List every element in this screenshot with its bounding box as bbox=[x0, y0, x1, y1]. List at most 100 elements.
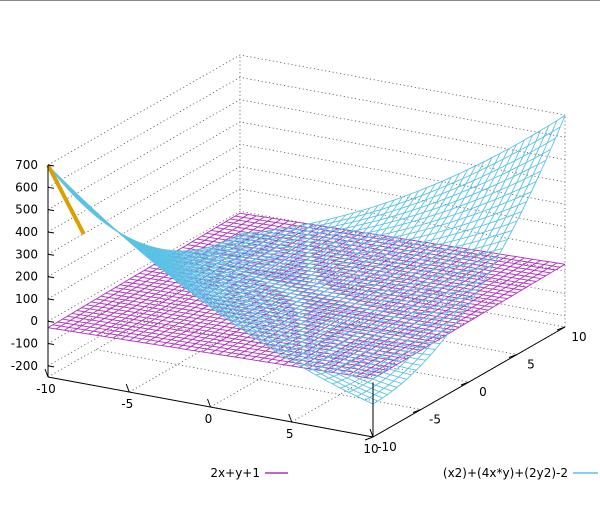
quadratic-mesh-line bbox=[235, 126, 561, 238]
quadratic-mesh-line bbox=[230, 138, 556, 240]
quadratic-mesh-line bbox=[226, 190, 420, 323]
quadratic-mesh-line bbox=[225, 149, 551, 242]
z-tick bbox=[47, 164, 55, 167]
y-tick bbox=[460, 381, 470, 386]
x-tick-label: 10 bbox=[363, 442, 378, 456]
quadratic-mesh-line bbox=[291, 161, 485, 362]
z-tick-label: -100 bbox=[11, 337, 38, 351]
z-tick bbox=[47, 209, 55, 212]
plane-mesh-line bbox=[372, 263, 566, 380]
x-tick-label: -10 bbox=[36, 382, 56, 396]
quadratic-mesh-line bbox=[220, 160, 547, 244]
quadratic-mesh-line bbox=[172, 250, 498, 277]
quadratic-mesh-line bbox=[182, 239, 508, 269]
z-tick-label: -200 bbox=[11, 359, 38, 373]
x-tick bbox=[288, 413, 293, 423]
quadratic-mesh-line bbox=[324, 144, 517, 381]
x-tick-label: 0 bbox=[205, 412, 213, 426]
z-tick-label: 0 bbox=[30, 314, 38, 328]
x-tick-label: -5 bbox=[121, 397, 133, 411]
quadratic-mesh-line bbox=[307, 153, 501, 371]
quadratic-mesh-line bbox=[242, 184, 436, 332]
quadratic-mesh-line bbox=[206, 191, 532, 252]
z-tick bbox=[47, 365, 55, 368]
quadratic-mesh-line bbox=[191, 220, 518, 261]
quadratic-mesh-line bbox=[187, 229, 513, 265]
quadratic-mesh-line bbox=[218, 193, 411, 319]
legend-label-quadratic: (x2)+(4x*y)+(2y2)-2 bbox=[443, 466, 568, 480]
quadratic-mesh-line bbox=[340, 135, 533, 389]
grid-z-line bbox=[47, 166, 566, 277]
z-tick bbox=[47, 231, 55, 234]
quadratic-mesh-line bbox=[163, 248, 489, 286]
quadratic-mesh-line bbox=[356, 125, 550, 397]
quadratic-mesh-line bbox=[211, 181, 537, 249]
quadratic-mesh-line bbox=[148, 245, 474, 302]
x-tick bbox=[207, 398, 211, 408]
quadratic-mesh-line bbox=[158, 248, 484, 291]
x-tick bbox=[44, 368, 49, 378]
z-tick bbox=[47, 320, 55, 323]
y-tick-label: 5 bbox=[527, 358, 535, 372]
surface-quadratic bbox=[47, 115, 566, 405]
quadratic-mesh-line bbox=[348, 130, 542, 393]
legend: 2x+y+1 (x2)+(4x*y)+(2y2)-2 bbox=[210, 466, 598, 480]
z-tick bbox=[47, 276, 55, 279]
y-tick-label: 0 bbox=[479, 385, 487, 399]
clipped-segment bbox=[46, 164, 86, 236]
z-tick bbox=[47, 343, 55, 346]
quadratic-mesh-line bbox=[283, 165, 476, 357]
plane-mesh-line bbox=[182, 247, 508, 300]
quadratic-mesh-line bbox=[55, 173, 249, 254]
quadratic-mesh-line bbox=[167, 249, 494, 282]
z-tick-label: 300 bbox=[15, 247, 38, 261]
y-tick bbox=[556, 326, 566, 331]
quadratic-mesh-line bbox=[215, 170, 542, 247]
z-tick bbox=[47, 298, 55, 301]
quadratic-mesh-line bbox=[372, 115, 566, 405]
quadratic-mesh-line bbox=[143, 243, 470, 308]
quadratic-mesh-line bbox=[332, 139, 525, 385]
z-tick-label: 200 bbox=[15, 270, 38, 284]
quadratic-mesh-line bbox=[177, 247, 503, 273]
z-tick-label: 500 bbox=[15, 203, 38, 217]
y-tick-label: -5 bbox=[429, 413, 441, 427]
x-tick-label: 5 bbox=[286, 427, 294, 441]
z-tick bbox=[47, 253, 55, 256]
plane-mesh-line bbox=[332, 257, 525, 373]
grid-z-line bbox=[47, 188, 566, 300]
quadratic-mesh-line bbox=[267, 173, 460, 347]
quadratic-mesh-line bbox=[275, 169, 468, 352]
tick-labels: -200-1000100200300400500600700-10-50510-… bbox=[11, 158, 587, 456]
grid-z-line bbox=[47, 54, 566, 166]
quadratic-mesh-line bbox=[196, 211, 522, 258]
plane-mesh-line bbox=[225, 221, 551, 274]
quadratic-mesh-line bbox=[239, 115, 566, 235]
plane-mesh-line bbox=[239, 212, 566, 265]
plane-mesh-line bbox=[196, 238, 522, 291]
z-tick bbox=[47, 186, 55, 189]
quadratic-mesh-line bbox=[251, 180, 444, 337]
plane-mesh-line bbox=[226, 240, 420, 357]
quadratic-mesh-line bbox=[201, 201, 527, 255]
quadratic-mesh-line bbox=[315, 148, 509, 376]
x-tick bbox=[369, 428, 374, 438]
clip-stroke bbox=[46, 164, 86, 236]
z-tick-label: 700 bbox=[15, 158, 38, 172]
y-tick bbox=[412, 409, 422, 413]
plane-mesh-line bbox=[324, 256, 517, 372]
y-tick bbox=[508, 354, 518, 358]
y-tick-label: -10 bbox=[377, 440, 397, 454]
z-tick-label: 400 bbox=[15, 225, 38, 239]
quadratic-mesh-line bbox=[364, 120, 558, 401]
quadratic-mesh-line bbox=[299, 157, 493, 367]
z-tick-label: 100 bbox=[15, 292, 38, 306]
grid-z-line bbox=[47, 99, 566, 210]
quadratic-mesh-line bbox=[153, 246, 479, 297]
plane-mesh-line bbox=[230, 218, 556, 271]
grid-z-line bbox=[47, 76, 566, 188]
plane-mesh-line bbox=[364, 262, 558, 378]
top-rule bbox=[0, 0, 600, 1]
